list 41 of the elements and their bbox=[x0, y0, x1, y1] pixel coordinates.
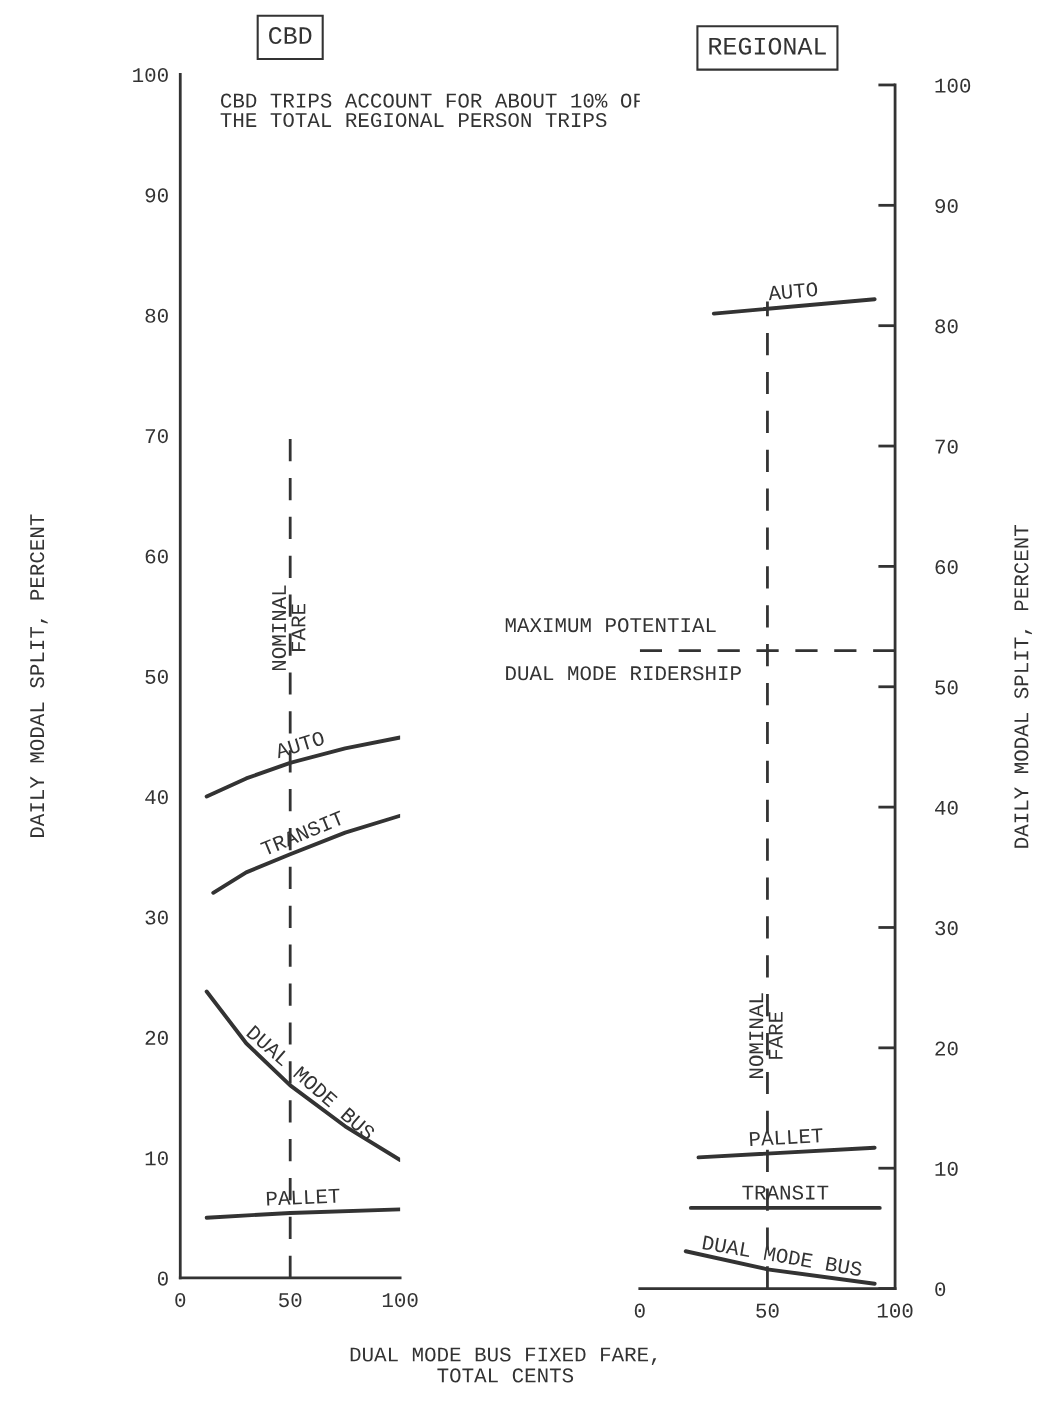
y-tick-label: 100 bbox=[133, 67, 168, 83]
y-tick-label: 50 bbox=[145, 669, 168, 684]
y-tick-label: 20 bbox=[145, 1030, 168, 1045]
y2-tick-label: 70 bbox=[935, 439, 958, 454]
y2-tick-label: 10 bbox=[935, 1161, 958, 1176]
series-label: PALLET bbox=[749, 1128, 824, 1147]
x-tick-label: 100 bbox=[382, 1292, 418, 1308]
ref-line-label: NOMINAL FARE bbox=[749, 993, 783, 1078]
ref-line-label: NOMINAL FARE bbox=[271, 585, 306, 671]
x-tick-label: 0 bbox=[634, 1303, 645, 1318]
x-tick-label: 100 bbox=[877, 1303, 913, 1318]
y-tick-label: 30 bbox=[145, 910, 168, 925]
y2-tick-label: 50 bbox=[935, 680, 958, 695]
y2-tick-label: 100 bbox=[935, 78, 971, 93]
x-tick-label: 50 bbox=[756, 1303, 779, 1318]
y-tick-label: 10 bbox=[145, 1151, 168, 1166]
series-label: PALLET bbox=[266, 1188, 340, 1206]
y2-axis-title: DAILY MODAL SPLIT, PERCENT bbox=[1014, 525, 1032, 848]
y-tick-label: 0 bbox=[157, 1271, 168, 1286]
x-axis-title: DUAL MODE BUS FIXED FARE, TOTAL CENTS bbox=[350, 1347, 657, 1383]
y-tick-label: 90 bbox=[145, 188, 168, 203]
y2-tick-label: 20 bbox=[935, 1041, 958, 1056]
y2-tick-label: 40 bbox=[935, 800, 958, 815]
chart-title: CBD bbox=[269, 27, 312, 45]
y-tick-label: 70 bbox=[145, 429, 168, 444]
chart-title: REGIONAL bbox=[709, 37, 826, 55]
y-tick-label: 40 bbox=[145, 790, 168, 805]
y2-tick-label: 90 bbox=[935, 198, 958, 214]
text: DUAL MODE BUS bbox=[702, 1235, 863, 1277]
text: AUTO bbox=[767, 281, 818, 301]
y2-tick-label: 30 bbox=[935, 921, 958, 936]
y-tick-label: 80 bbox=[145, 308, 168, 323]
y-tick-label: 60 bbox=[145, 549, 168, 564]
x-tick-label: 50 bbox=[279, 1292, 302, 1308]
y2-tick-label: 0 bbox=[935, 1282, 946, 1297]
text: AUTO bbox=[274, 730, 326, 759]
text: MAXIMUM POTENTIAL DUAL MODE RIDERSHIP bbox=[505, 618, 741, 681]
y-axis-title: DAILY MODAL SPLIT, PERCENT bbox=[30, 514, 48, 838]
x-tick-label: 0 bbox=[175, 1292, 186, 1308]
y2-tick-label: 60 bbox=[935, 560, 958, 575]
y2-tick-label: 80 bbox=[935, 319, 958, 334]
